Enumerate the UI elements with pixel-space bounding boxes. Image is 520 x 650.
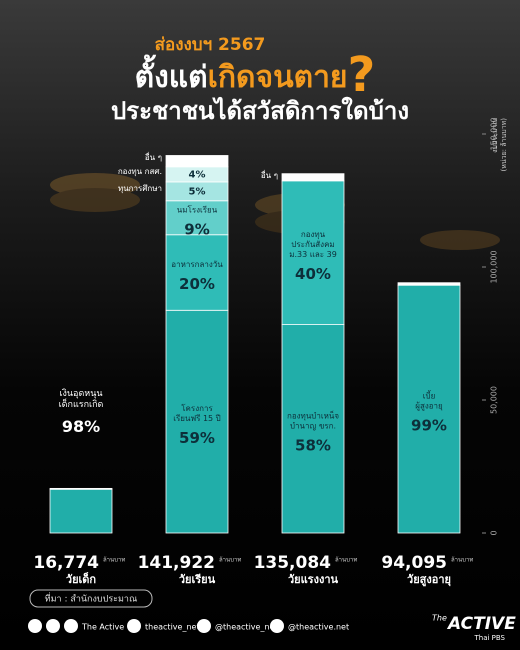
segment-value: 20% [179,275,215,293]
segment-name: กองทุน กสศ. [118,167,162,176]
bar-remainder [281,173,345,182]
y-tick-label: 50,000 [490,386,499,414]
social-handle[interactable]: theactive_net [145,623,200,632]
bar-remainder [49,487,113,490]
y-axis-label: งบประมาณ [491,118,499,153]
segment-name: ทุนการศึกษา [118,184,162,193]
group-name: วัยเด็ก [66,572,97,586]
coins [50,173,500,250]
unit-label: ล้านบาท [219,557,241,564]
segment-name: เด็กแรกเกิด [59,397,104,410]
segment-name: ม.33 และ 39 [289,250,337,259]
group-name: วัยเรียน [179,573,216,586]
y-tick-label: 0 [490,530,499,535]
segment-name: อาหารกลางวัน [171,260,223,269]
bar-segment [165,234,229,311]
subtitle: ประชาชนได้สวัสดิการใดบ้าง [111,96,409,125]
title-part: ? [348,47,376,103]
segment-name: ผู้สูงอายุ [415,402,442,412]
socials: The Active theactive_net @theactive_net … [28,619,349,633]
bar-segment [165,200,229,236]
title: ตั้งแต่เกิดจนตาย? [135,47,376,103]
segment-value: 9% [184,220,209,238]
segment-name: เรียนฟรี 15 ปี [173,414,221,423]
segment-name: ประกันสังคม [291,240,334,249]
icon [46,619,60,633]
y-axis-label: (หน่วย: ล้านบาท) [500,118,508,172]
bar-remainder [165,155,229,168]
group-name: วัยสูงอายุ [407,573,451,587]
segment-name: อื่น ๆ [145,151,162,162]
segment-value: 59% [179,429,215,447]
source: ที่มา : สำนักงบประมาณ [45,592,138,605]
total-value: 141,922 [138,553,215,573]
bar-segment [397,284,461,534]
bar-remainder [397,282,461,286]
segment-value: 5% [189,186,206,197]
title-part: ตั้งแต่ [135,54,208,95]
total-value: 16,774 [33,553,99,573]
social-handle[interactable]: @theactive.net [288,623,349,632]
bar-segment [165,309,229,534]
logo: ACTIVE [446,614,516,634]
bar-segment [281,180,345,325]
segment-value: 40% [295,265,331,283]
total-value: 135,084 [254,553,332,573]
segment-value: 4% [189,169,206,180]
icon [197,619,211,633]
segment-name: เบี้ย [423,390,436,401]
segment-name: กองทุน [301,230,326,239]
total-value: 94,095 [381,553,447,573]
source-box [29,589,153,608]
bar-segment [49,488,113,534]
icon [64,619,78,633]
group-name: วัยแรงงาน [288,573,339,586]
segment-name: อื่น ๆ [261,169,278,180]
y-tick-label: 100,000 [490,250,499,283]
segment-name: เงินอุดหนุน [59,388,102,399]
bar-segment [281,324,345,534]
segment-name: บำนาญ ขรก. [290,421,336,430]
unit-label: ล้านบาท [335,557,357,564]
icon [127,619,141,633]
logo: The [432,614,447,623]
icon [270,619,284,633]
icon [28,619,42,633]
unit-label: ล้านบาท [451,557,473,564]
segment-name: โครงการ [181,403,213,413]
title-part: เกิดจนตาย [208,60,348,95]
social-handle[interactable]: @theactive_net [215,623,278,632]
segment-name: กองทุนบำเหน็จ [287,410,339,420]
segment-value: 99% [411,417,447,435]
logo: Thai PBS [473,634,505,642]
segment-value: 58% [295,436,331,454]
y-tick-label: 150,000 [490,117,499,150]
segment-name: นมโรงเรียน [177,204,218,214]
unit-label: ล้านบาท [103,557,125,564]
social-handle[interactable]: The Active [81,623,124,632]
segment-value: 98% [62,417,100,436]
kicker: ส่องงบฯ 2567 [155,35,266,55]
